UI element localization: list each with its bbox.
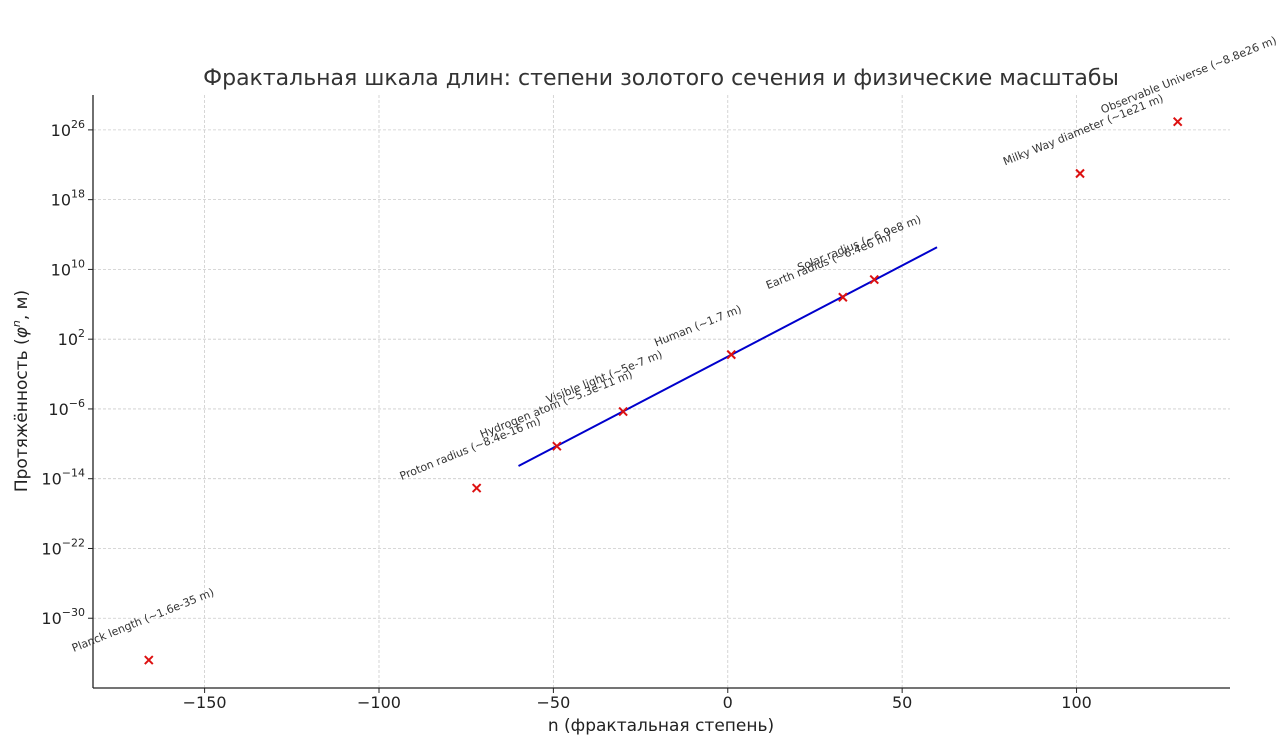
y-tick-label: 10−6 xyxy=(48,397,85,419)
x-tick-label: −150 xyxy=(183,693,227,712)
point-label: Planck length (~1.6e-35 m) xyxy=(70,586,216,655)
x-tick-label: 100 xyxy=(1061,693,1092,712)
y-tick-base: 10 xyxy=(51,121,71,140)
point-label: Observable Universe (~8.8e26 m) xyxy=(1099,34,1279,117)
y-axis-label-main: Протяжённость ( xyxy=(12,338,32,492)
marker-stroke xyxy=(618,406,628,417)
y-axis-label-superscript: n xyxy=(10,320,23,327)
marker-stroke xyxy=(471,483,482,493)
y-tick-exponent: −30 xyxy=(62,606,85,619)
chart-title: Фрактальная шкала длин: степени золотого… xyxy=(203,66,1119,91)
data-point-marker xyxy=(838,292,848,302)
marker-stroke xyxy=(838,292,848,302)
x-tick-label: −50 xyxy=(536,693,570,712)
point-label: Human (~1.7 m) xyxy=(653,303,744,350)
y-axis-label: Протяжённость (φn, м) xyxy=(10,290,32,492)
grid xyxy=(93,95,1230,688)
data-point-marker xyxy=(144,655,154,665)
marker-stroke xyxy=(1075,168,1085,179)
y-tick-label: 102 xyxy=(58,327,85,349)
phi-power-line xyxy=(518,246,938,467)
y-tick-label: 10−22 xyxy=(41,536,85,558)
y-tick-label: 1010 xyxy=(51,257,85,279)
y-tick-exponent: −14 xyxy=(62,467,85,480)
data-point-marker xyxy=(552,441,562,451)
x-tick-label: 50 xyxy=(892,693,912,712)
y-tick-exponent: 26 xyxy=(71,118,85,131)
y-tick-exponent: 18 xyxy=(71,188,85,201)
marker-stroke xyxy=(144,655,154,665)
y-tick-exponent: 2 xyxy=(78,327,85,340)
x-tick-label: −100 xyxy=(357,693,401,712)
y-tick-label: 1026 xyxy=(51,118,85,140)
data-point-marker xyxy=(726,349,736,360)
y-tick-label: 10−30 xyxy=(41,606,85,628)
y-tick-exponent: −6 xyxy=(69,397,85,410)
data-point-marker xyxy=(1075,168,1085,179)
y-tick-base: 10 xyxy=(58,330,78,349)
y-tick-base: 10 xyxy=(51,260,71,279)
y-axis-label-symbol: φ xyxy=(12,326,32,338)
data-points xyxy=(144,116,1183,665)
marker-stroke xyxy=(552,441,562,451)
data-point-marker xyxy=(869,274,879,285)
marker-stroke xyxy=(869,274,879,285)
y-tick-label: 1018 xyxy=(51,188,85,210)
data-point-marker xyxy=(471,483,482,493)
x-axis-ticks: −150 −100 −50 0 50 100 xyxy=(183,688,1092,712)
y-tick-base: 10 xyxy=(48,400,68,419)
point-annotations: Planck length (~1.6e-35 m)Proton radius … xyxy=(70,34,1278,655)
data-point-marker xyxy=(618,406,628,417)
y-tick-base: 10 xyxy=(41,609,61,628)
y-tick-exponent: −22 xyxy=(62,536,85,549)
point-label: Visible light (~5e-7 m) xyxy=(544,348,664,407)
y-tick-exponent: 10 xyxy=(71,257,85,270)
marker-stroke xyxy=(1172,116,1183,127)
y-tick-base: 10 xyxy=(41,539,61,558)
x-tick-label: 0 xyxy=(723,693,733,712)
y-tick-label: 10−14 xyxy=(41,467,85,489)
data-point-marker xyxy=(1172,116,1183,127)
marker-stroke xyxy=(726,349,736,360)
y-axis-label-tail: , м) xyxy=(12,290,32,320)
y-tick-base: 10 xyxy=(51,191,71,210)
y-tick-base: 10 xyxy=(41,470,61,489)
x-axis-label: n (фрактальная степень) xyxy=(548,716,774,736)
